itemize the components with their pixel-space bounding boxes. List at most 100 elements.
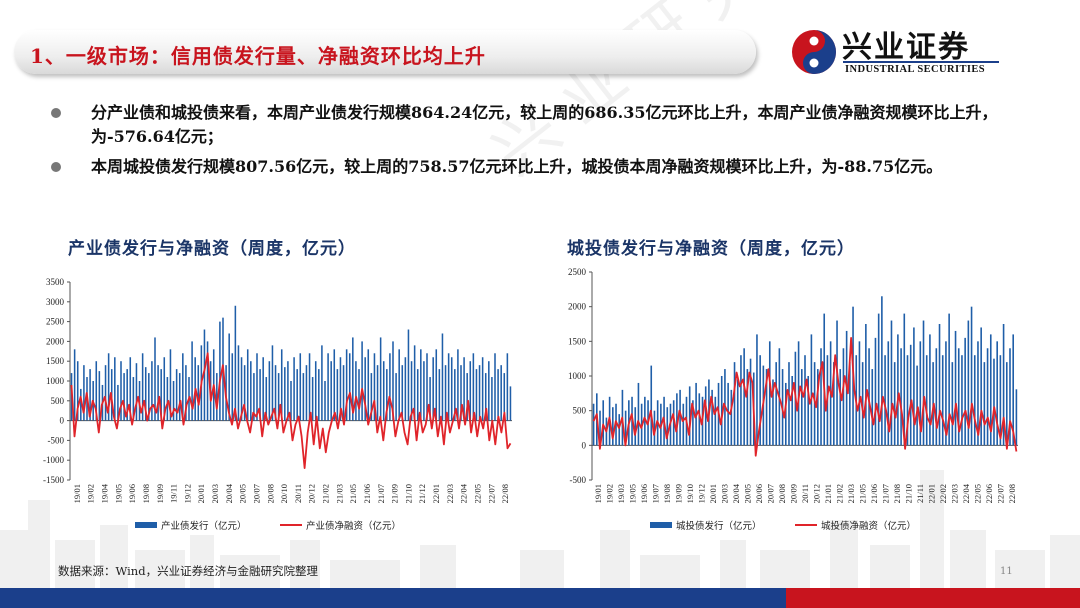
issuance-bar (711, 389, 713, 446)
issuance-bar (900, 348, 902, 446)
issuance-bar (820, 348, 822, 446)
x-tick-label: 22/08 (500, 484, 510, 503)
issuance-bar (182, 353, 184, 421)
issuance-bar (432, 357, 434, 421)
y-tick-label: -500 (48, 435, 65, 445)
issuance-bar (308, 353, 311, 421)
issuance-bar (95, 361, 98, 421)
left-chart-title: 产业债发行与净融资（周度，亿元） (68, 239, 356, 259)
issuance-bar (345, 349, 348, 421)
x-tick-label: 20/04 (224, 483, 234, 503)
x-tick-label: 21/02 (321, 484, 331, 503)
issuance-bar (423, 361, 425, 421)
x-tick-label: 19/11 (169, 484, 179, 503)
issuance-bar (877, 313, 880, 446)
issuance-bar (330, 361, 332, 421)
issuance-bar (666, 407, 669, 446)
brand-name-en: INDUSTRIAL SECURITIES (845, 64, 985, 75)
x-tick-label: 20/11 (293, 484, 303, 503)
issuance-bar (342, 365, 345, 421)
y-tick-label: 2000 (46, 336, 65, 346)
x-tick-label: 22/01 (927, 484, 937, 503)
issuance-bar (938, 324, 941, 446)
x-tick-label: 21/03 (846, 484, 856, 503)
issuance-bar (83, 365, 85, 421)
issuance-bar (929, 334, 931, 446)
issuance-bar (592, 403, 595, 446)
x-tick-label: 20/08 (777, 484, 787, 503)
issuance-bar (810, 334, 813, 446)
issuance-bar (980, 327, 982, 446)
issuance-bar (698, 393, 701, 446)
issuance-bar (881, 296, 883, 446)
issuance-bar (679, 389, 681, 446)
x-tick-label: 20/05 (238, 484, 248, 503)
x-tick-label: 21/07 (881, 484, 891, 503)
issuance-bar (98, 371, 101, 421)
issuance-bar (676, 393, 678, 446)
issuance-bar (141, 353, 144, 421)
issuance-bar (935, 348, 938, 446)
issuance-bar (469, 361, 472, 421)
issuance-bar (172, 381, 175, 421)
x-tick-label: 19/01 (593, 484, 603, 503)
issuance-bar (858, 341, 861, 446)
issuance-bar (382, 361, 385, 421)
issuance-bar (151, 361, 153, 421)
issuance-bar (454, 369, 456, 421)
issuance-bar (460, 365, 462, 421)
issuance-bar (977, 341, 979, 446)
issuance-bar (906, 355, 909, 446)
bullet-dot (51, 108, 61, 118)
issuance-bar (348, 353, 351, 421)
issuance-bar (444, 365, 447, 421)
issuance-bar (807, 376, 810, 446)
issuance-bar (472, 353, 475, 421)
legend-bar-label: 产业债发行（亿元） (161, 520, 247, 532)
issuance-bar (756, 334, 758, 446)
issuance-bar (256, 353, 258, 421)
issuance-bar (500, 365, 502, 421)
x-tick-label: 20/11 (800, 484, 810, 503)
x-tick-label: 21/05 (858, 484, 868, 503)
issuance-bar (166, 377, 169, 421)
x-tick-label: 21/11 (915, 484, 925, 503)
issuance-bar (791, 376, 793, 446)
issuance-bar (704, 386, 707, 446)
issuance-bar (386, 369, 388, 421)
x-tick-label: 19/02 (604, 484, 614, 503)
issuance-bar (775, 362, 777, 446)
issuance-bar (73, 349, 76, 421)
issuance-bar (293, 357, 295, 421)
issuance-bar (993, 358, 995, 446)
issuance-bar (740, 355, 742, 446)
issuance-bar (509, 386, 512, 421)
issuance-bar (114, 357, 116, 421)
issuance-bar (909, 344, 912, 446)
issuance-bar (484, 373, 487, 421)
issuance-bar (759, 355, 761, 446)
x-tick-label: 19/08 (141, 484, 151, 503)
x-tick-label: 19/01 (72, 484, 82, 503)
issuance-bar (800, 369, 803, 446)
issuance-bar (765, 369, 768, 446)
x-tick-label: 20/06 (754, 484, 764, 503)
issuance-bar (129, 357, 132, 421)
skyline-background (0, 470, 1080, 588)
x-tick-label: 20/05 (742, 484, 752, 503)
issuance-bar (197, 365, 200, 421)
legend-bar-swatch (135, 522, 157, 528)
issuance-bar (772, 379, 774, 446)
issuance-bar (839, 369, 842, 446)
page-number: 11 (1000, 566, 1013, 577)
issuance-bar (714, 396, 717, 446)
issuance-bar (203, 329, 206, 421)
issuance-bar (389, 353, 391, 421)
issuance-bar (175, 369, 178, 421)
y-tick-label: -500 (570, 475, 587, 485)
issuance-bar (692, 400, 694, 446)
bullet-text-1: 分产业债和城投债来看，本周产业债发行规模864.24亿元，较上周的686.35亿… (91, 103, 998, 146)
x-tick-label: 21/10 (904, 484, 914, 503)
issuance-bar (865, 324, 867, 446)
x-tick-label: 19/09 (155, 484, 165, 503)
